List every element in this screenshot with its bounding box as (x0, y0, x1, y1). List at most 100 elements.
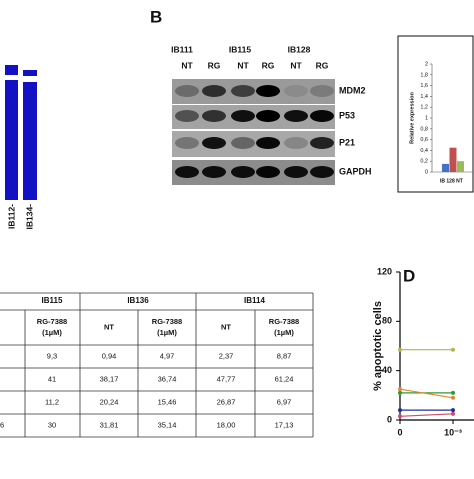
point (451, 390, 455, 395)
cell: 47,77 (217, 374, 236, 383)
group-header: IB115 (42, 296, 63, 305)
group-header: IB114 (244, 296, 265, 305)
group-header: IB136 (127, 296, 149, 305)
blot-band (231, 85, 255, 97)
blot-band (202, 110, 226, 122)
lane-label: RG (262, 60, 275, 70)
point (451, 395, 455, 400)
protein-label: MDM2 (339, 85, 366, 95)
y-axis-label: % apoptotic cells (372, 301, 384, 391)
blot-band (310, 166, 334, 178)
y-tick-label: 0,4 (420, 148, 428, 154)
y-tick-label: 0,6 (420, 137, 428, 143)
point (398, 387, 402, 392)
column-header: RG-7388 (152, 317, 182, 326)
blot-band (202, 166, 226, 178)
bar (442, 163, 449, 172)
x-tick-label: IB134- (24, 204, 34, 230)
blot-band (310, 110, 334, 122)
blot-band (256, 137, 280, 149)
x-tick-label: 0 (397, 427, 402, 437)
y-tick-label: 1 (425, 115, 428, 121)
point (398, 414, 402, 419)
point (398, 347, 402, 352)
cell: 17,13 (275, 420, 294, 429)
cell: 6,97 (277, 397, 292, 406)
blot-band (256, 166, 280, 178)
column-header: (1µM) (274, 328, 294, 337)
line (399, 413, 454, 417)
bar (457, 161, 464, 172)
blot-band (175, 166, 199, 178)
point (451, 411, 455, 416)
column-header: (1µM) (42, 328, 62, 337)
blot-band (256, 85, 280, 97)
panel-label: B (150, 7, 162, 26)
blot-band (202, 137, 226, 149)
blot-band (284, 137, 308, 149)
cell: 30 (48, 420, 56, 429)
table: IB115 IB136 IB114 RG-7388 (1µM) NT RG-7388 (1µM… (0, 292, 314, 438)
protein-label: P53 (339, 110, 355, 120)
blot-band (231, 166, 255, 178)
blot-strip (172, 131, 335, 157)
y-tick-label: 0,8 (420, 126, 428, 132)
blot-band (310, 137, 334, 149)
y-tick-label: 1,4 (420, 94, 428, 100)
lane-label: RG (316, 60, 329, 70)
line (399, 388, 454, 399)
x-tick-label: IB 128 NT (440, 178, 463, 184)
protein-label: P21 (339, 137, 355, 147)
cell: 2,37 (219, 351, 234, 360)
point (398, 390, 402, 395)
column-header: NT (221, 322, 231, 331)
group-label: IB128 (288, 44, 311, 54)
cell: 61,24 (275, 374, 294, 383)
blot-band (231, 110, 255, 122)
cell: 36,74 (158, 374, 177, 383)
blot-band (284, 166, 308, 178)
bar (449, 147, 457, 172)
blot-band (310, 85, 334, 97)
panel-label: D (403, 266, 415, 285)
cell: 41 (48, 374, 56, 383)
cell: 9,3 (47, 351, 57, 360)
cell: 8,87 (277, 351, 292, 360)
group-label: IB111 (171, 44, 193, 54)
cell: 20,24 (100, 397, 119, 406)
y-tick-label: 0 (387, 414, 392, 424)
y-tick-label: 120 (377, 266, 392, 276)
y-tick-label: 40 (382, 365, 392, 375)
protein-label: GAPDH (339, 166, 372, 176)
lane-label: NT (290, 60, 302, 70)
bar-cap (23, 70, 37, 76)
cell: 35,14 (158, 420, 177, 429)
cell: 38,17 (100, 374, 119, 383)
blot-band (175, 85, 199, 97)
cell: 15,46 (158, 397, 177, 406)
point (398, 408, 402, 413)
bar (5, 80, 18, 200)
blot-band (284, 85, 308, 97)
column-header: RG-7388 (269, 317, 299, 326)
lane-label: NT (181, 60, 193, 70)
lane-label: NT (237, 60, 249, 70)
cell: 0,94 (102, 351, 117, 360)
blot-band (202, 85, 226, 97)
cell: 26,87 (217, 397, 236, 406)
x-tick-label: 10⁻³ (444, 427, 462, 437)
point (451, 408, 455, 413)
blot-band (175, 110, 199, 122)
y-tick-label: 1,2 (420, 105, 428, 111)
cell: 18,00 (217, 420, 236, 429)
y-tick-label: 1,6 (420, 83, 428, 89)
y-axis-label: Relative expression (409, 92, 415, 144)
y-tick-label: 1,8 (420, 72, 428, 78)
cell: 6 (0, 420, 4, 429)
y-tick-label: 0,2 (420, 159, 428, 165)
cell: 31,81 (100, 420, 119, 429)
point (451, 347, 455, 352)
bar-cap (5, 65, 18, 75)
column-header: NT (104, 322, 114, 331)
